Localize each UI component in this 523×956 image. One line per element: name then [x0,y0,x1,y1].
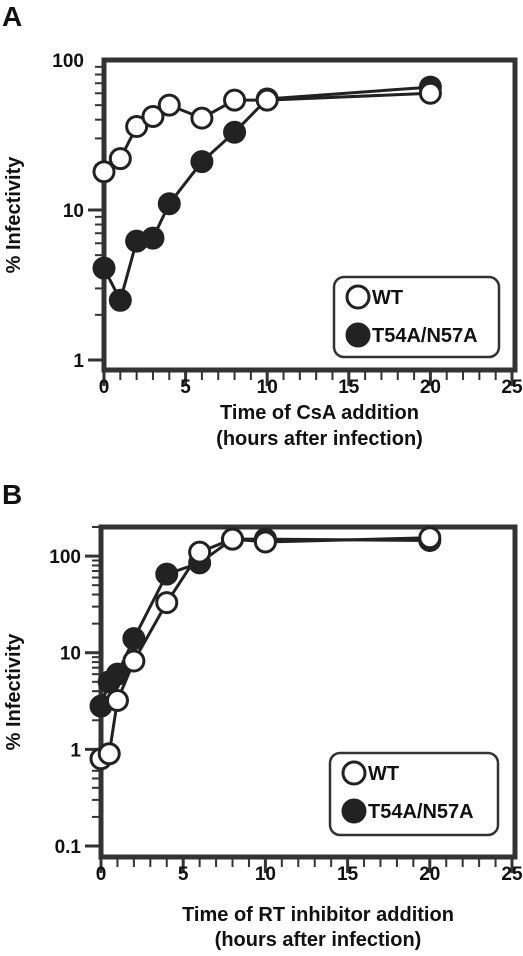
data-point-wt [125,115,149,139]
legend-marker [345,284,371,310]
legend-marker [345,322,371,348]
x-tick-label: 15 [338,377,360,398]
data-point-wt [221,527,245,551]
x-tick-label: 20 [420,377,441,398]
data-point-wt [105,689,129,713]
legend-label: T54A/N57A [368,801,474,823]
data-point-wt [97,742,121,766]
data-point-t54a-n57a [223,120,247,144]
plot-frame [101,57,518,373]
x-tick-label: 5 [180,377,191,398]
x-axis-title: Time of CsA addition [220,402,419,424]
panel-letter: A [2,1,22,32]
legend-label: WT [368,763,399,785]
legend-marker [341,798,367,824]
x-tick-label: 5 [178,864,189,885]
data-point-t54a-n57a [190,150,214,174]
data-point-wt [108,147,132,171]
legend-box [332,275,501,359]
y-tick-label: 10 [60,644,81,665]
data-point-wt [92,160,116,184]
data-point-wt [253,530,277,554]
x-axis-subtitle: (hours after infection) [216,428,423,450]
legend-label: T54A/N57A [372,325,478,347]
x-axis-subtitle: (hours after infection) [215,929,422,951]
legend-label: WT [372,287,403,309]
series-line-t54a-n57a [99,537,430,707]
y-tick-label: 1 [73,351,84,372]
y-axis-title: % Infectivity [3,633,25,751]
data-point-wt [188,540,212,564]
data-point-t54a-n57a [157,192,181,216]
data-point-wt [418,81,442,105]
y-tick-label: 1 [70,740,81,761]
x-tick-label: 15 [337,864,359,885]
series-line-wt [100,536,430,761]
data-point-wt [157,93,181,117]
data-point-t54a-n57a [155,562,179,586]
x-tick-label: 0 [96,864,107,885]
panel-letter: B [2,479,22,510]
chart-panel-a: A 1 10 100 0 5 10 15 20 25 Time of CsA addition (ho… [2,1,523,450]
data-point-wt [418,526,442,550]
legend-box [328,751,500,837]
data-point-t54a-n57a [122,627,146,651]
y-axis-title: % Infectivity [3,156,25,274]
chart-panel-b: B 0.1 1 10 100 0 5 10 15 20 25 Time of RT inhibitor… [2,479,523,951]
data-point-wt [255,88,279,112]
data-point-wt [141,105,165,129]
x-tick-label: 25 [501,377,523,398]
y-tick-label: 10 [63,201,84,222]
data-point-wt [155,591,179,615]
y-tick-label: 0.1 [55,837,82,858]
data-point-t54a-n57a [108,288,132,312]
x-axis-title: Time of RT inhibitor addition [182,904,454,926]
x-tick-label: 0 [99,377,110,398]
data-point-wt [223,88,247,112]
x-tick-label: 20 [419,864,440,885]
x-tick-label: 25 [501,864,523,885]
x-tick-label: 10 [257,377,278,398]
x-tick-label: 10 [255,864,276,885]
data-point-wt [122,649,146,673]
y-tick-label: 100 [52,51,84,72]
data-point-t54a-n57a [141,226,165,250]
y-tick-label: 100 [49,547,81,568]
data-point-wt [190,106,214,130]
data-point-t54a-n57a [92,256,116,280]
legend-marker [341,760,367,786]
